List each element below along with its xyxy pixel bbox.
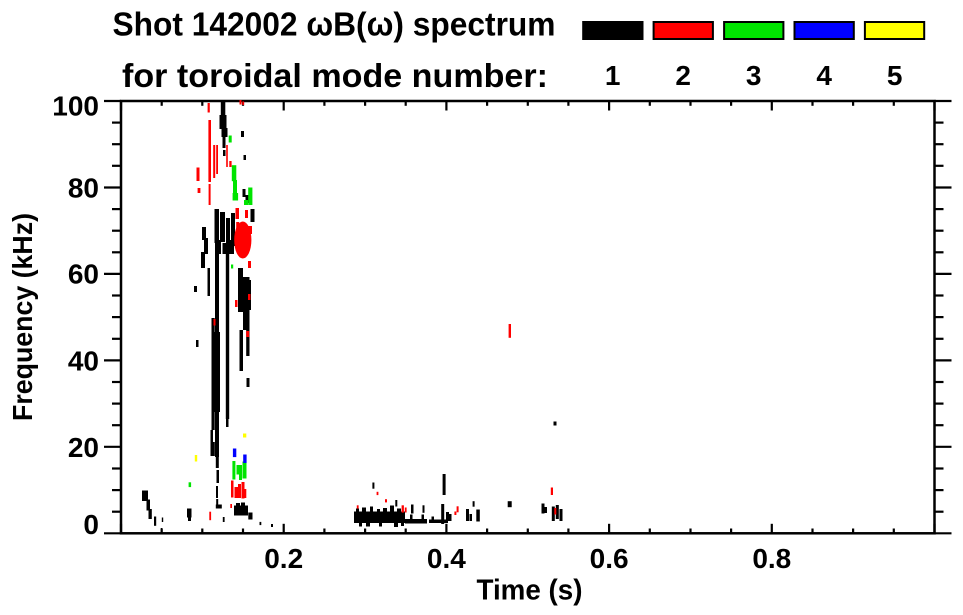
svg-text:4: 4 xyxy=(816,60,832,91)
svg-text:0.8: 0.8 xyxy=(752,543,791,574)
svg-text:80: 80 xyxy=(68,173,99,204)
svg-text:60: 60 xyxy=(68,259,99,290)
svg-text:20: 20 xyxy=(68,432,99,463)
svg-text:0.4: 0.4 xyxy=(427,543,466,574)
svg-text:5: 5 xyxy=(887,60,903,91)
svg-text:0: 0 xyxy=(83,509,99,540)
svg-text:40: 40 xyxy=(68,346,99,377)
svg-text:Shot 142002 ωB(ω) spectrum: Shot 142002 ωB(ω) spectrum xyxy=(113,5,556,42)
svg-text:0.6: 0.6 xyxy=(590,543,629,574)
svg-text:1: 1 xyxy=(605,60,621,91)
svg-text:Frequency (kHz): Frequency (kHz) xyxy=(7,213,38,421)
svg-text:Time (s): Time (s) xyxy=(477,574,583,606)
svg-text:2: 2 xyxy=(675,60,691,91)
svg-text:100: 100 xyxy=(52,91,99,122)
svg-text:for toroidal mode number:: for toroidal mode number: xyxy=(122,57,548,94)
svg-text:0.2: 0.2 xyxy=(264,543,303,574)
svg-text:3: 3 xyxy=(746,60,762,91)
